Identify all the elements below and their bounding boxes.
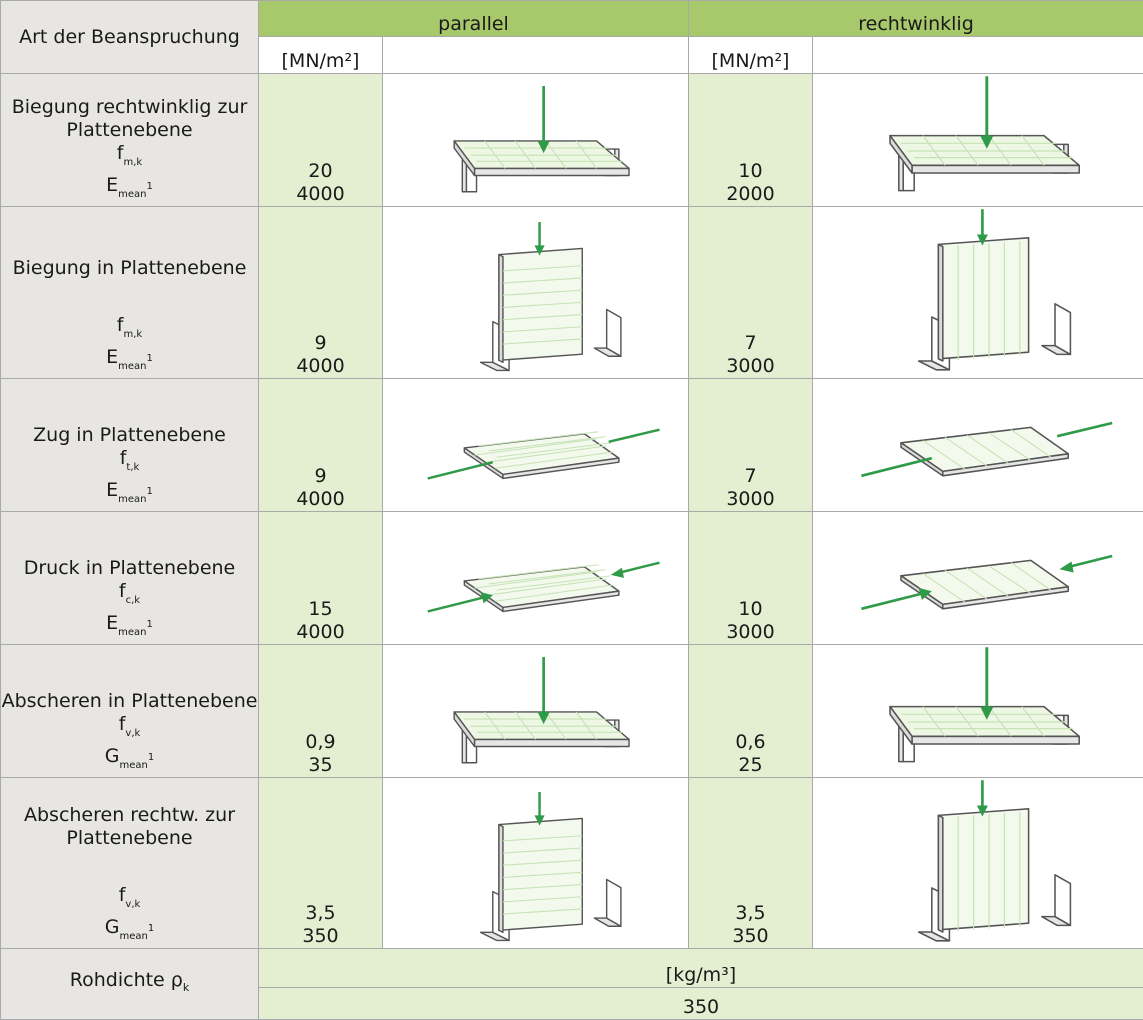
value-modulus: 3000 bbox=[689, 355, 812, 378]
row-label: Zug in Plattenebene ft,k Emean1 bbox=[1, 378, 259, 511]
value-strength: 7 bbox=[689, 332, 812, 355]
table-row: Abscheren rechtw. zur Plattenebene fv,k … bbox=[1, 777, 1143, 949]
header-title: Art der Beanspruchung bbox=[1, 1, 259, 74]
illustration-shear-perpendicular-rechtwinklig bbox=[813, 777, 1143, 949]
value-strength: 0,6 bbox=[689, 731, 812, 754]
illustration-bending-perpendicular-parallel bbox=[383, 74, 689, 207]
table-row: Abscheren in Plattenebene fv,k Gmean1 0,… bbox=[1, 644, 1143, 777]
row-symbol-2: Emean1 bbox=[1, 174, 258, 206]
illustration-shear-inplane-parallel bbox=[383, 644, 689, 777]
row-name: Abscheren rechtw. zur Plattenebene bbox=[24, 804, 235, 849]
row-symbol-1: fm,k bbox=[1, 314, 258, 346]
row-symbol-1: fv,k bbox=[1, 884, 258, 916]
value-modulus: 4000 bbox=[259, 621, 382, 644]
row-symbol-2: Gmean1 bbox=[1, 745, 258, 777]
value-modulus: 35 bbox=[259, 754, 382, 777]
value-strength: 10 bbox=[689, 598, 812, 621]
value-modulus: 350 bbox=[259, 925, 382, 948]
row-name: Abscheren in Plattenebene bbox=[2, 690, 258, 712]
row-symbol-1: ft,k bbox=[1, 447, 258, 479]
row-symbol-2: Emean1 bbox=[1, 479, 258, 511]
illustration-bending-inplane-rechtwinklig bbox=[813, 207, 1143, 379]
row-symbol-1: fv,k bbox=[1, 713, 258, 745]
value-strength: 15 bbox=[259, 598, 382, 621]
col-header-parallel: parallel bbox=[259, 1, 689, 37]
row-label: Abscheren rechtw. zur Plattenebene fv,k … bbox=[1, 777, 259, 949]
value-strength: 3,5 bbox=[259, 902, 382, 925]
row-symbol-1: fc,k bbox=[1, 580, 258, 612]
row-label: Abscheren in Plattenebene fv,k Gmean1 bbox=[1, 644, 259, 777]
value-strength: 3,5 bbox=[689, 902, 812, 925]
row-label: Biegung in Plattenebene fm,k Emean1 bbox=[1, 207, 259, 379]
value-modulus: 25 bbox=[689, 754, 812, 777]
value-modulus: 3000 bbox=[689, 488, 812, 511]
row-symbol-1: fm,k bbox=[1, 142, 258, 174]
unit-rechtwinklig: [MN/m²] bbox=[689, 37, 813, 74]
density-label: Rohdichte ρk bbox=[1, 949, 259, 1020]
illustration-tension-rechtwinklig bbox=[813, 378, 1143, 511]
value-modulus: 4000 bbox=[259, 183, 382, 206]
unit-parallel: [MN/m²] bbox=[259, 37, 383, 74]
col-header-rechtwinklig: rechtwinklig bbox=[689, 1, 1143, 37]
density-unit: [kg/m³] bbox=[259, 949, 1143, 988]
value-strength: 0,9 bbox=[259, 731, 382, 754]
illustration-compression-rechtwinklig bbox=[813, 511, 1143, 644]
value-modulus: 4000 bbox=[259, 355, 382, 378]
row-name: Zug in Plattenebene bbox=[33, 424, 226, 446]
density-unit-row: Rohdichte ρk [kg/m³] bbox=[1, 949, 1143, 988]
row-label: Druck in Plattenebene fc,k Emean1 bbox=[1, 511, 259, 644]
row-label: Biegung rechtwinklig zur Plattenebene fm… bbox=[1, 74, 259, 207]
illustration-shear-perpendicular-parallel bbox=[383, 777, 689, 949]
value-modulus: 4000 bbox=[259, 488, 382, 511]
value-modulus: 3000 bbox=[689, 621, 812, 644]
illustration-tension-parallel bbox=[383, 378, 689, 511]
density-value: 350 bbox=[259, 988, 1143, 1020]
value-strength: 9 bbox=[259, 332, 382, 355]
row-symbol-2: Emean1 bbox=[1, 346, 258, 378]
illustration-shear-inplane-rechtwinklig bbox=[813, 644, 1143, 777]
row-name: Biegung rechtwinklig zur Plattenebene bbox=[12, 96, 248, 141]
value-strength: 10 bbox=[689, 160, 812, 183]
illustration-bending-inplane-parallel bbox=[383, 207, 689, 379]
row-symbol-2: Emean1 bbox=[1, 612, 258, 644]
value-strength: 9 bbox=[259, 465, 382, 488]
row-name: Druck in Plattenebene bbox=[24, 557, 236, 579]
table-row: Biegung rechtwinklig zur Plattenebene fm… bbox=[1, 74, 1143, 207]
row-symbol-2: Gmean1 bbox=[1, 916, 258, 948]
illustration-bending-perpendicular-rechtwinklig bbox=[813, 74, 1143, 207]
row-name: Biegung in Plattenebene bbox=[13, 257, 247, 279]
unit-blank-parallel bbox=[383, 37, 689, 74]
value-modulus: 350 bbox=[689, 925, 812, 948]
illustration-compression-parallel bbox=[383, 511, 689, 644]
unit-blank-rechtwinklig bbox=[813, 37, 1143, 74]
value-strength: 7 bbox=[689, 465, 812, 488]
value-modulus: 2000 bbox=[689, 183, 812, 206]
header-row: Art der Beanspruchung parallel rechtwink… bbox=[1, 1, 1143, 37]
value-strength: 20 bbox=[259, 160, 382, 183]
